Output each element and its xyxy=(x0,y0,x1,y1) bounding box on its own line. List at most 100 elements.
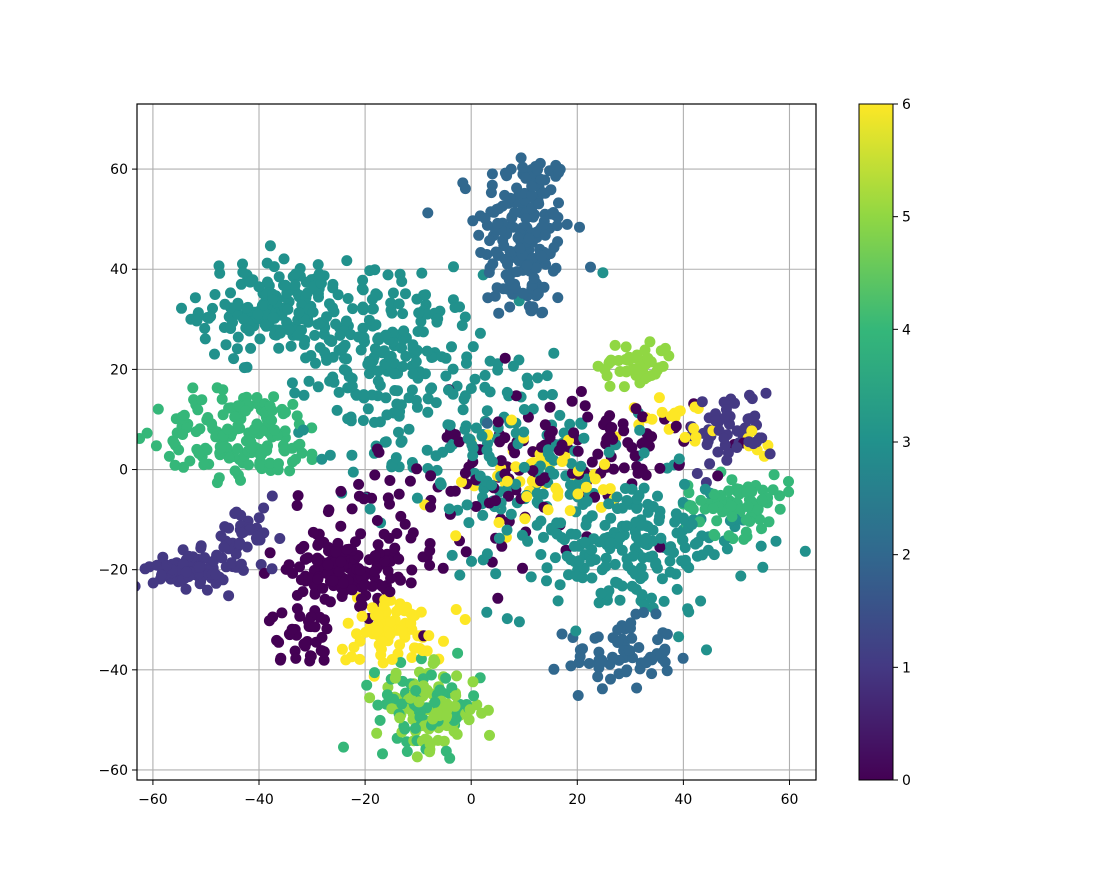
scatter-point xyxy=(521,491,533,503)
scatter-point xyxy=(768,469,780,481)
scatter-point xyxy=(395,657,407,668)
scatter-point xyxy=(147,577,159,589)
scatter-point xyxy=(330,546,342,558)
scatter-point xyxy=(372,365,384,377)
scatter-point xyxy=(539,472,551,484)
scatter-point xyxy=(752,504,764,516)
scatter-point xyxy=(312,381,324,393)
scatter-point xyxy=(334,329,346,341)
scatter-point xyxy=(309,329,321,341)
scatter-point xyxy=(458,393,470,405)
scatter-point xyxy=(282,303,294,315)
scatter-point xyxy=(262,276,273,288)
scatter-point xyxy=(384,498,395,510)
scatter-point xyxy=(253,281,265,293)
scatter-point xyxy=(679,431,691,443)
scatter-point xyxy=(578,432,590,444)
colorbar-tick-label: 6 xyxy=(902,97,911,113)
scatter-point xyxy=(406,384,418,396)
scatter-point xyxy=(644,355,656,367)
scatter-point xyxy=(467,676,479,688)
scatter-point xyxy=(485,187,497,199)
scatter-point xyxy=(450,690,462,702)
scatter-point xyxy=(316,631,328,643)
scatter-point xyxy=(410,642,421,654)
scatter-point xyxy=(235,474,246,486)
scatter-point xyxy=(520,213,532,224)
scatter-point xyxy=(338,741,349,753)
scatter-point xyxy=(486,456,498,467)
scatter-point xyxy=(623,645,635,656)
scatter-point xyxy=(565,479,576,491)
scatter-point xyxy=(688,423,700,434)
scatter-point xyxy=(630,403,642,415)
scatter-point xyxy=(284,465,296,477)
scatter-point xyxy=(446,341,457,353)
scatter-point xyxy=(467,215,479,227)
scatter-point xyxy=(216,393,228,405)
scatter-point xyxy=(532,164,543,176)
scatter-point xyxy=(499,352,511,364)
scatter-point xyxy=(649,368,661,380)
scatter-point xyxy=(755,540,767,552)
scatter-point xyxy=(364,503,376,515)
scatter-point xyxy=(464,704,476,716)
scatter-point xyxy=(673,453,685,465)
scatter-point xyxy=(347,303,359,315)
scatter-point xyxy=(585,261,596,273)
scatter-point xyxy=(292,329,304,341)
scatter-point xyxy=(251,418,263,430)
scatter-point xyxy=(366,293,378,305)
scatter-point xyxy=(139,563,151,575)
scatter-point xyxy=(509,447,521,459)
scatter-point xyxy=(421,345,433,357)
scatter-point xyxy=(495,455,507,467)
scatter-point xyxy=(644,336,656,348)
scatter-point xyxy=(568,427,580,439)
scatter-point xyxy=(712,470,724,482)
scatter-point xyxy=(574,221,585,233)
scatter-point xyxy=(395,399,407,411)
scatter-point xyxy=(653,392,665,404)
scatter-point xyxy=(556,456,568,467)
scatter-point xyxy=(481,606,493,618)
scatter-point xyxy=(238,362,250,374)
scatter-point xyxy=(746,393,758,405)
scatter-point xyxy=(274,327,286,339)
scatter-point xyxy=(618,462,630,474)
scatter-point xyxy=(354,564,366,576)
x-tick-label: −60 xyxy=(138,792,168,808)
scatter-point xyxy=(300,352,312,364)
scatter-point xyxy=(473,229,485,241)
scatter-point xyxy=(691,468,703,479)
scatter-point xyxy=(767,484,779,496)
scatter-point xyxy=(327,575,339,587)
scatter-point xyxy=(696,396,708,408)
scatter-point xyxy=(575,386,587,397)
scatter-point xyxy=(394,639,406,651)
scatter-point xyxy=(406,652,418,663)
scatter-point xyxy=(211,477,223,489)
scatter-point xyxy=(206,418,218,430)
x-tick-label: 60 xyxy=(781,792,799,808)
scatter-point xyxy=(229,411,241,423)
scatter-point xyxy=(595,587,607,599)
scatter-point xyxy=(539,229,551,241)
scatter-point xyxy=(632,467,644,479)
scatter-point xyxy=(481,417,493,429)
scatter-point xyxy=(535,549,547,560)
scatter-point xyxy=(447,363,459,375)
scatter-point xyxy=(647,501,659,512)
scatter-point xyxy=(441,701,453,713)
scatter-point xyxy=(541,575,552,587)
scatter-point xyxy=(634,424,646,436)
scatter-point xyxy=(371,443,383,455)
scatter-point xyxy=(656,573,668,585)
scatter-point xyxy=(460,357,472,369)
scatter-point xyxy=(264,457,276,469)
scatter-point xyxy=(316,645,328,657)
scatter-point xyxy=(466,555,477,567)
scatter-point xyxy=(356,599,368,611)
scatter-point xyxy=(740,514,752,526)
scatter-point xyxy=(506,414,517,426)
